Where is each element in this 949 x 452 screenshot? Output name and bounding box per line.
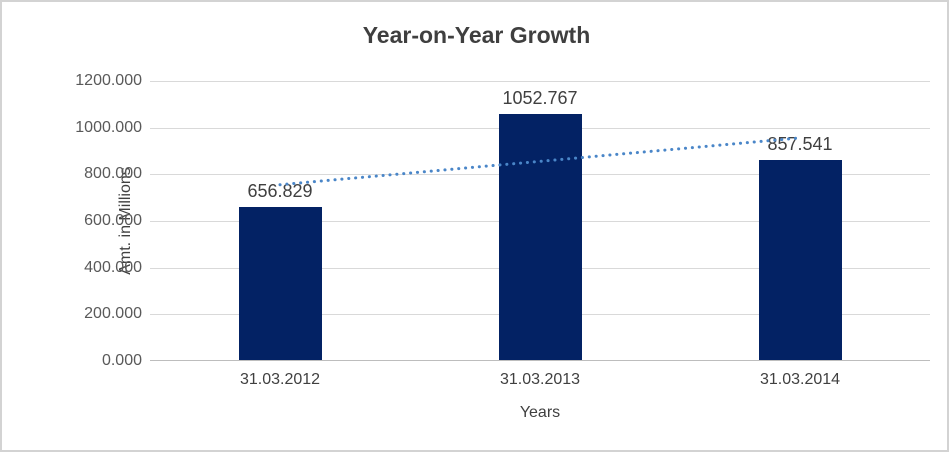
y-tick-label: 0.000 [101,352,142,369]
y-tick-label: 1000.000 [75,118,142,136]
data-label: 656.829 [247,180,313,201]
data-label: 1052.767 [502,88,578,109]
gridline [150,81,930,82]
x-tick-label: 31.03.2013 [499,371,581,388]
bar-31.03.2014[interactable] [758,159,842,360]
chart-title: Year-on-Year Growth [362,22,591,48]
bar-31.03.2012[interactable] [238,206,322,360]
y-tick-label: 400.000 [84,258,142,276]
x-tick-label: 31.03.2014 [759,371,841,388]
y-tick-label: 800.000 [84,165,142,183]
x-axis-title: Years [519,404,561,421]
data-label: 857.541 [767,133,833,154]
bar-31.03.2013[interactable] [498,114,582,360]
plot-area [150,81,930,361]
y-tick-label: 1200.000 [75,72,142,89]
y-tick-label: 200.000 [84,305,142,323]
y-tick-label: 600.000 [84,212,142,229]
x-tick-label: 31.03.2012 [239,371,321,388]
